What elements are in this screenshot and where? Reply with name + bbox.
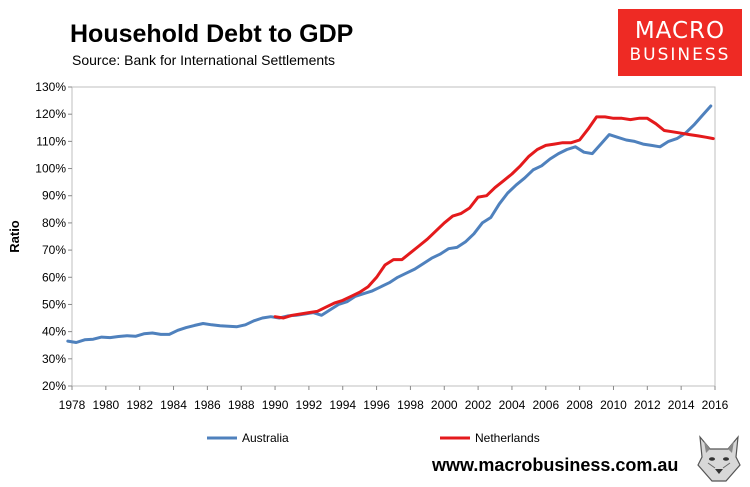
y-tick-label: 120% [35,107,66,121]
logo-line-1: MACRO [634,18,726,44]
plot-area [71,86,716,387]
x-tick-label: 1984 [160,398,187,412]
x-tick-label: 1996 [363,398,390,412]
y-tick-label: 90% [42,189,66,203]
x-tick-label: 2006 [532,398,559,412]
y-tick-label: 70% [42,243,66,257]
x-tick-label: 1992 [296,398,323,412]
x-tick-label: 1988 [228,398,255,412]
x-tick-label: 2010 [600,398,627,412]
y-tick-label: 20% [42,379,66,393]
series-line-australia [66,104,713,344]
chart-title: Household Debt to GDP [70,20,354,48]
chart-subtitle: Source: Bank for International Settlemen… [72,52,336,68]
x-tick-label: 1986 [194,398,221,412]
y-tick-label: 130% [35,80,66,94]
y-tick-label: 100% [35,162,66,176]
y-tick-label: 60% [42,270,66,284]
x-tick-label: 2016 [702,398,729,412]
y-axis-label: Ratio [7,220,22,253]
x-tick-label: 2004 [499,398,526,412]
website-url[interactable]: www.macrobusiness.com.au [432,455,679,475]
wolf-logo-icon [697,435,741,482]
legend-label-netherlands: Netherlands [475,431,540,445]
y-tick-label: 50% [42,297,66,311]
x-tick-label: 2014 [668,398,695,412]
x-tick-label: 2002 [465,398,492,412]
x-tick-label: 1990 [262,398,289,412]
y-tick-label: 80% [42,216,66,230]
x-tick-label: 1994 [329,398,356,412]
y-tick-label: 40% [42,325,66,339]
logo-line-2: BUSINESS [629,45,731,65]
y-tick-label: 30% [42,352,66,366]
y-tick-label: 110% [36,134,66,148]
x-tick-label: 2000 [431,398,458,412]
x-tick-label: 1980 [92,398,119,412]
x-tick-label: 1978 [59,398,86,412]
x-tick-label: 2012 [634,398,661,412]
x-tick-label: 2008 [566,398,593,412]
macrobusiness-logo: MACRO BUSINESS [618,9,742,76]
legend-label-australia: Australia [242,431,289,445]
x-tick-label: 1982 [126,398,153,412]
series-line-netherlands [273,115,715,320]
x-tick-label: 1998 [397,398,424,412]
